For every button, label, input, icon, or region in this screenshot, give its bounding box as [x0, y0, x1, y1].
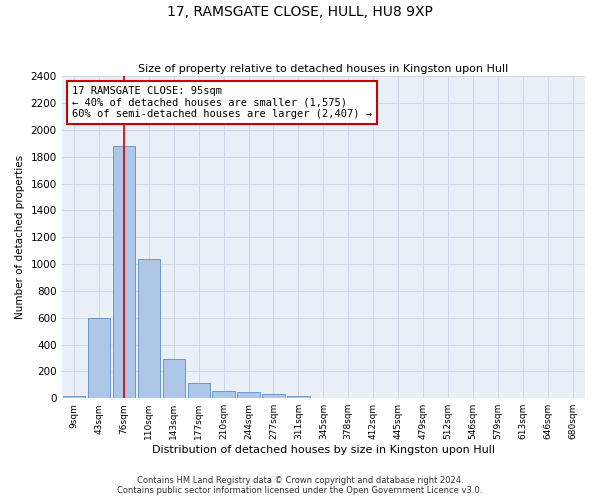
- Text: Contains HM Land Registry data © Crown copyright and database right 2024.
Contai: Contains HM Land Registry data © Crown c…: [118, 476, 482, 495]
- Bar: [63, 396, 85, 398]
- Bar: [113, 146, 135, 398]
- Y-axis label: Number of detached properties: Number of detached properties: [15, 155, 25, 320]
- Bar: [287, 396, 310, 398]
- X-axis label: Distribution of detached houses by size in Kingston upon Hull: Distribution of detached houses by size …: [152, 445, 495, 455]
- Bar: [238, 392, 260, 398]
- Title: Size of property relative to detached houses in Kingston upon Hull: Size of property relative to detached ho…: [138, 64, 508, 74]
- Bar: [262, 394, 285, 398]
- Bar: [212, 392, 235, 398]
- Bar: [137, 260, 160, 398]
- Bar: [188, 383, 210, 398]
- Bar: [88, 318, 110, 398]
- Bar: [163, 360, 185, 398]
- Text: 17 RAMSGATE CLOSE: 95sqm
← 40% of detached houses are smaller (1,575)
60% of sem: 17 RAMSGATE CLOSE: 95sqm ← 40% of detach…: [72, 86, 372, 119]
- Text: 17, RAMSGATE CLOSE, HULL, HU8 9XP: 17, RAMSGATE CLOSE, HULL, HU8 9XP: [167, 5, 433, 19]
